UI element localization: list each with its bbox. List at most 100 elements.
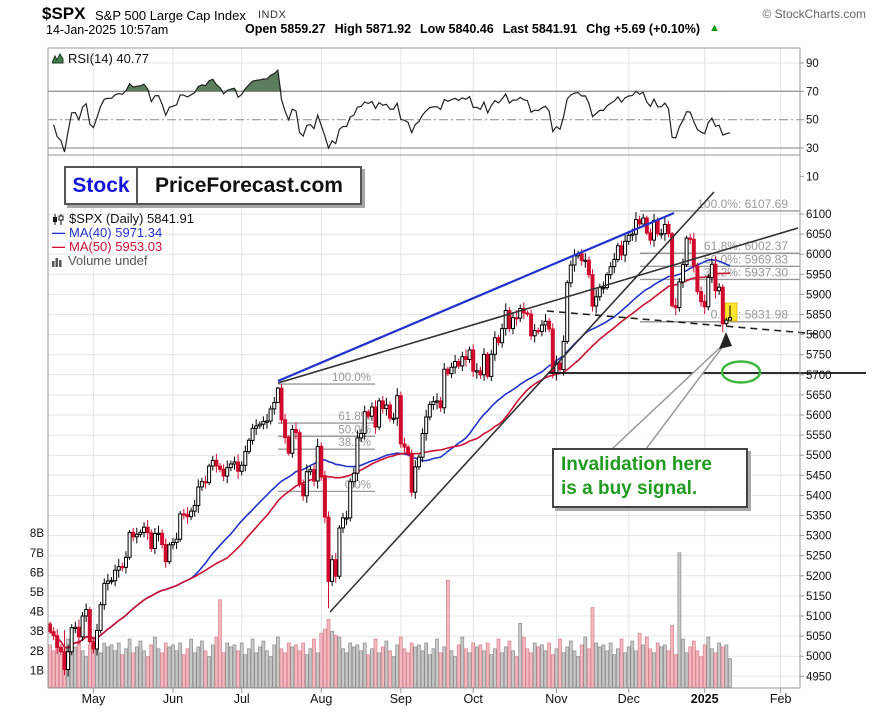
svg-text:5B: 5B <box>30 587 44 599</box>
rsi-legend-label: RSI(14) 40.77 <box>68 51 149 66</box>
svg-text:Feb: Feb <box>770 692 792 706</box>
svg-text:4950: 4950 <box>806 671 832 683</box>
volume-axis: 8B 7B 6B 5B 4B 3B 2B 1B <box>30 528 44 677</box>
resistance-trendline <box>277 227 799 384</box>
svg-text:5500: 5500 <box>806 450 832 462</box>
svg-text:5600: 5600 <box>806 410 832 422</box>
svg-text:90: 90 <box>806 58 819 70</box>
wedge-upper-blue-trendline <box>277 211 675 383</box>
svg-text:5300: 5300 <box>806 531 832 543</box>
ma40-line-swatch: — <box>52 225 65 240</box>
svg-text:5950: 5950 <box>806 269 832 281</box>
svg-text:38.2%: 38.2% <box>338 437 371 449</box>
rsi-legend: RSI(14) 40.77 <box>52 51 149 66</box>
svg-text:50.0%: 5969.83: 50.0%: 5969.83 <box>704 252 788 266</box>
candlestick-series <box>48 211 732 677</box>
svg-text:8B: 8B <box>30 528 44 540</box>
symbol-name: S&P 500 Large Cap Index <box>95 8 246 23</box>
quote-high: High 5871.92 <box>334 22 412 36</box>
trendlines <box>277 191 866 613</box>
callout-line2: is a buy signal. <box>561 478 698 499</box>
support-trendline-from-aug-low <box>329 191 715 613</box>
legend-volume: Volume undef <box>68 253 148 268</box>
svg-text:Jun: Jun <box>163 692 183 706</box>
svg-text:50: 50 <box>806 115 819 127</box>
rsi-line <box>53 68 731 153</box>
price-legend: $SPX (Daily) 5841.91 — MA(40) 5971.34 — … <box>52 212 194 268</box>
legend-ma40: MA(40) 5971.34 <box>69 225 163 240</box>
svg-text:5800: 5800 <box>806 330 832 342</box>
watermark-stock: Stock <box>64 166 138 205</box>
svg-text:7B: 7B <box>30 548 44 560</box>
stockcharts-copyright: © StockCharts.com <box>762 7 866 21</box>
svg-text:Dec: Dec <box>618 692 640 706</box>
watermark-priceforecast: PriceForecast.com <box>136 166 362 205</box>
svg-text:30: 30 <box>806 143 819 155</box>
svg-text:1B: 1B <box>30 665 44 677</box>
quote-datetime: 14-Jan-2025 10:57am <box>46 23 169 37</box>
ma50-line <box>49 272 731 649</box>
svg-text:5200: 5200 <box>806 571 832 583</box>
svg-text:5850: 5850 <box>806 310 832 322</box>
quote-summary-row: Open 5859.27 High 5871.92 Low 5840.46 Last … <box>245 22 720 36</box>
rsi-axis: 90 70 50 30 10 <box>800 58 819 183</box>
chart-canvas: 4950 5000 5050 5100 5150 5200 5250 5300 5350 5400… <box>0 46 875 716</box>
callout-arrowhead <box>719 332 732 349</box>
change-up-arrow: ▲ <box>709 22 720 34</box>
svg-text:5700: 5700 <box>806 370 832 382</box>
svg-text:38.2%: 5937.30: 38.2%: 5937.30 <box>704 265 788 279</box>
rsi-area-icon <box>52 53 64 64</box>
svg-text:4B: 4B <box>30 607 44 619</box>
x-axis: May Jun Jul Aug Sep Oct Nov Dec 2025 Feb <box>82 688 792 706</box>
svg-text:5750: 5750 <box>806 350 832 362</box>
svg-text:2025: 2025 <box>691 692 719 706</box>
svg-text:Oct: Oct <box>463 692 483 706</box>
svg-text:6B: 6B <box>30 567 44 579</box>
svg-text:Sep: Sep <box>390 692 412 706</box>
legend-symbol-line: $SPX (Daily) 5841.91 <box>69 211 195 226</box>
svg-text:5650: 5650 <box>806 390 832 402</box>
svg-text:100.0%: 100.0% <box>332 372 371 384</box>
invalidation-callout-box: Invalidation here is a buy signal. <box>552 448 748 508</box>
svg-text:6100: 6100 <box>806 209 832 221</box>
svg-text:6000: 6000 <box>806 249 832 261</box>
svg-text:5100: 5100 <box>806 611 832 623</box>
svg-text:10: 10 <box>806 171 819 183</box>
svg-text:5400: 5400 <box>806 490 832 502</box>
svg-text:100.0%: 6107.69: 100.0%: 6107.69 <box>697 197 788 211</box>
neckline-dashed-line <box>546 310 819 335</box>
main-panel-border <box>47 154 801 689</box>
svg-text:5150: 5150 <box>806 591 832 603</box>
svg-text:61.8%: 6002.37: 61.8%: 6002.37 <box>704 239 788 253</box>
svg-text:Jul: Jul <box>234 692 250 706</box>
quote-low: Low 5840.46 <box>420 22 494 36</box>
candlestick-icon <box>53 213 64 225</box>
svg-text:2B: 2B <box>30 646 44 658</box>
svg-text:5350: 5350 <box>806 511 832 523</box>
rsi-panel <box>48 62 800 153</box>
svg-text:5450: 5450 <box>806 470 832 482</box>
svg-text:Aug: Aug <box>310 692 332 706</box>
svg-text:3B: 3B <box>30 626 44 638</box>
symbol-title: $SPX <box>42 4 86 23</box>
svg-text:5550: 5550 <box>806 430 832 442</box>
watermark: Stock PriceForecast.com <box>64 166 362 205</box>
quote-chg: Chg +5.69 (+0.10%) <box>586 22 701 36</box>
buy-signal-ellipse <box>720 360 762 384</box>
svg-text:5000: 5000 <box>806 651 832 663</box>
callout-line1: Invalidation here <box>561 454 712 475</box>
exchange-label: INDX <box>258 9 287 21</box>
svg-text:5050: 5050 <box>806 631 832 643</box>
quote-last: Last 5841.91 <box>502 22 578 36</box>
current-price-highlight <box>724 302 738 322</box>
svg-text:5900: 5900 <box>806 289 832 301</box>
volume-bars-icon <box>52 257 62 267</box>
svg-text:6050: 6050 <box>806 229 832 241</box>
svg-text:5250: 5250 <box>806 551 832 563</box>
svg-text:Nov: Nov <box>545 692 568 706</box>
quote-open: Open 5859.27 <box>245 22 326 36</box>
legend-ma50: MA(50) 5953.03 <box>69 239 163 254</box>
ma50-line-swatch: — <box>52 239 65 254</box>
svg-text:May: May <box>82 692 106 706</box>
